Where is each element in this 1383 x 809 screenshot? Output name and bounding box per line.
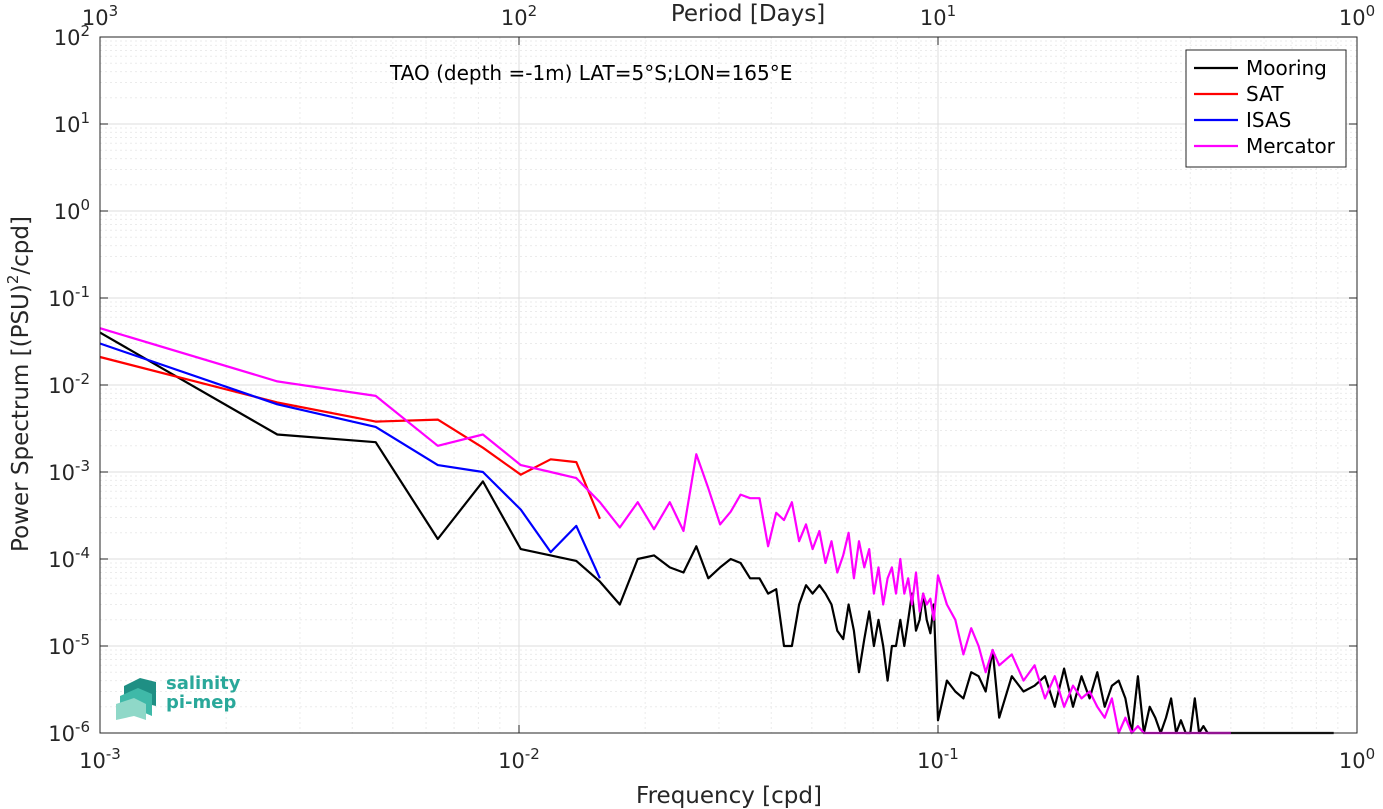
legend-label-mercator: Mercator: [1246, 134, 1336, 158]
legend-box: [1185, 49, 1347, 168]
top-tick-label: 103: [82, 2, 118, 30]
y-tick-label: 10-3: [48, 457, 90, 485]
top-tick-label: 100: [1339, 2, 1375, 30]
y-tick-label: 101: [54, 109, 90, 137]
series-line-isas: [99, 342, 601, 579]
y-tick-label: 10-6: [48, 718, 90, 746]
logo-line-1: salinity: [166, 673, 241, 694]
y-tick-label: 10-1: [48, 283, 90, 311]
top-axis-label: Period [Days]: [671, 1, 825, 27]
logo-text: salinity pi-mep: [166, 674, 241, 712]
chart-annotation: TAO (depth =-1m) LAT=5°S;LON=165°E: [389, 61, 792, 85]
y-axis-label: Power Spectrum [(PSU)2/cpd]: [4, 216, 34, 552]
series-line-sat: [99, 355, 601, 520]
logo-line-2: pi-mep: [166, 692, 237, 713]
top-tick-label: 101: [920, 2, 956, 30]
top-tick-label: 102: [501, 2, 537, 30]
y-tick-label: 100: [54, 196, 90, 224]
legend-label-mooring: Mooring: [1246, 56, 1327, 80]
y-tick-label: 10-5: [48, 631, 90, 659]
x-axis-label: Frequency [cpd]: [636, 783, 822, 809]
y-tick-label: 102: [54, 22, 90, 50]
y-tick-label: 10-2: [48, 370, 90, 398]
x-tick-label: 10-2: [498, 745, 540, 773]
y-tick-label: 10-4: [48, 544, 90, 572]
legend-label-sat: SAT: [1246, 82, 1284, 106]
x-tick-label: 10-3: [79, 745, 121, 773]
salinity-pi-mep-logo: salinity pi-mep: [116, 672, 256, 722]
x-tick-label: 10-1: [917, 745, 959, 773]
legend-label-isas: ISAS: [1246, 108, 1291, 132]
logo-waves-icon: [116, 678, 156, 720]
grid: [99, 37, 1357, 734]
x-tick-label: 100: [1339, 745, 1375, 773]
